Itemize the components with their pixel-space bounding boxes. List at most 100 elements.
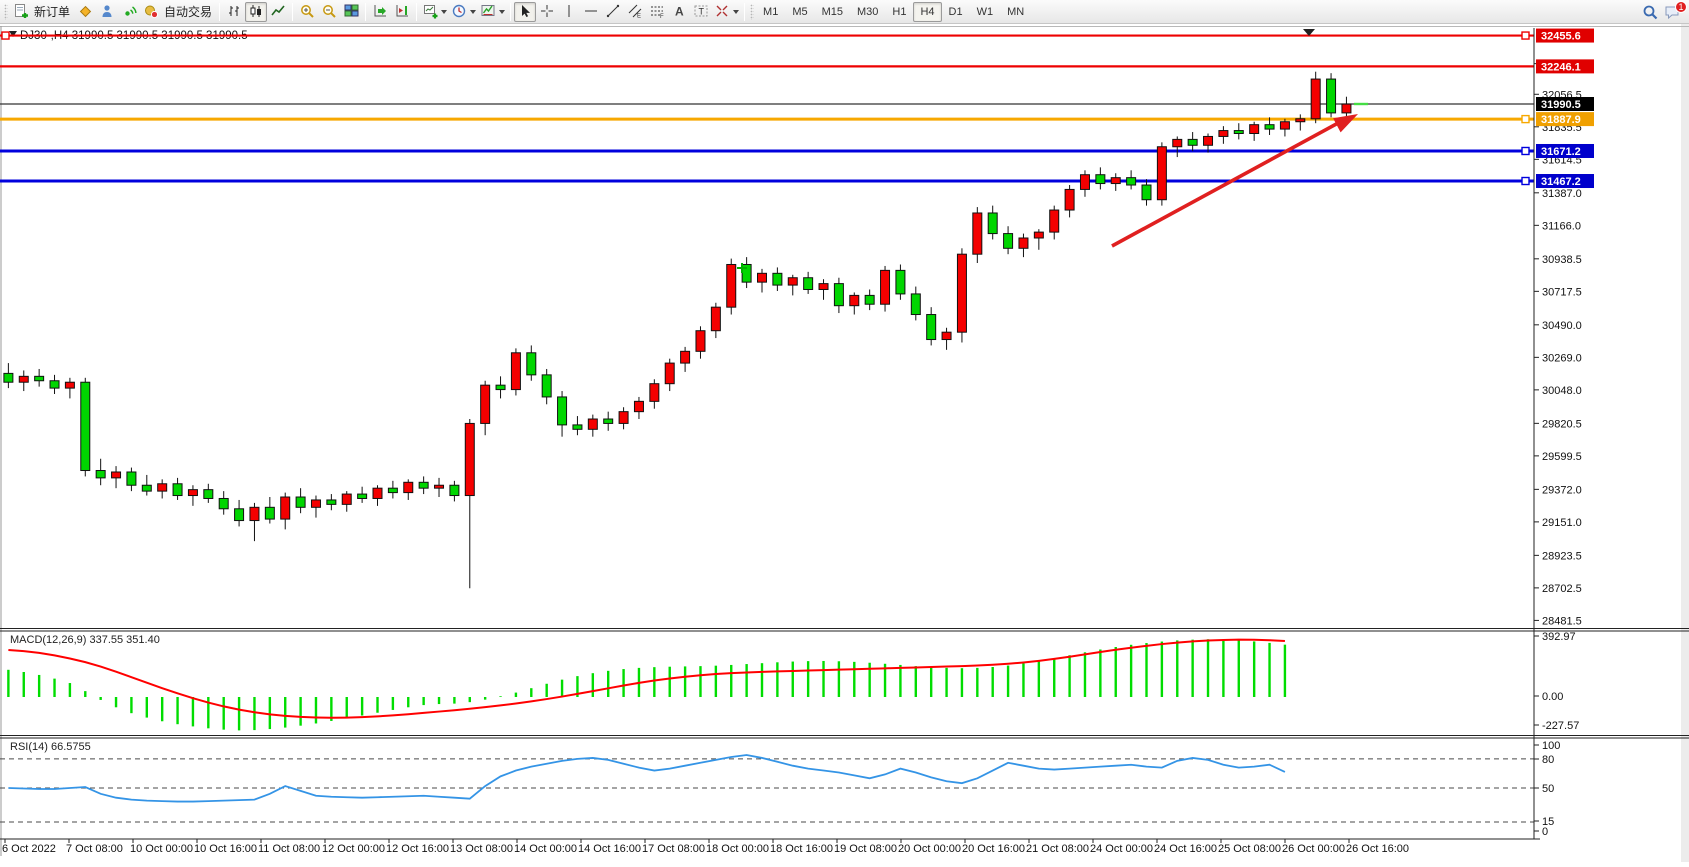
candle bbox=[649, 379, 660, 409]
crosshair-button[interactable] bbox=[536, 2, 558, 22]
arrows-button[interactable] bbox=[712, 2, 741, 22]
notification-badge: 1 bbox=[1675, 1, 1687, 13]
macd-signal-line bbox=[8, 638, 1285, 719]
candle bbox=[1279, 118, 1290, 137]
toolbar-separator bbox=[510, 2, 512, 21]
text-button[interactable]: A bbox=[668, 2, 690, 22]
zoom-in-button[interactable] bbox=[296, 2, 318, 22]
candle bbox=[1326, 73, 1337, 118]
line-handle[interactable] bbox=[1521, 176, 1530, 186]
time-tick: 12 Oct 16:00 bbox=[386, 843, 449, 855]
chart-shift-button[interactable] bbox=[391, 2, 413, 22]
timeframe-w1-button[interactable]: W1 bbox=[976, 5, 994, 18]
svg-text:31887.9: 31887.9 bbox=[1541, 114, 1581, 126]
candle bbox=[849, 292, 860, 315]
search-button[interactable] bbox=[1639, 2, 1661, 22]
candle bbox=[187, 485, 198, 506]
horizontal-line-icon bbox=[584, 10, 597, 12]
candlestick-chart-button[interactable] bbox=[245, 1, 268, 22]
template-button[interactable] bbox=[478, 2, 507, 22]
candle bbox=[203, 483, 214, 503]
fibonacci-button[interactable]: F bbox=[646, 2, 668, 22]
line-chart-button[interactable] bbox=[267, 2, 289, 22]
line-handle[interactable] bbox=[1521, 114, 1530, 124]
rsi-panel[interactable]: RSI(14) 66.5755 bbox=[0, 741, 1534, 823]
timeframe-h4-button[interactable]: H4 bbox=[913, 1, 942, 22]
quick-panel-toggle-icon[interactable] bbox=[1303, 29, 1315, 36]
line-handle[interactable] bbox=[1, 31, 10, 40]
meta-editor-button[interactable] bbox=[96, 2, 118, 22]
candle bbox=[803, 271, 814, 294]
timeframe-m15-button[interactable]: M15 bbox=[821, 5, 843, 18]
candle bbox=[157, 479, 168, 499]
timeframe-mn-button[interactable]: MN bbox=[1007, 5, 1025, 18]
timeframe-h1-button[interactable]: H1 bbox=[892, 5, 907, 18]
timeframe-m1-button[interactable]: M1 bbox=[763, 5, 779, 18]
trend-arrow[interactable] bbox=[1111, 120, 1341, 248]
signals-button[interactable] bbox=[118, 2, 140, 22]
timeframe-m5-button[interactable]: M5 bbox=[792, 5, 808, 18]
new-chart-button[interactable] bbox=[420, 2, 449, 22]
candle bbox=[326, 494, 337, 511]
macd-label: MACD(12,26,9) 337.55 351.40 bbox=[10, 634, 160, 646]
new-order-button[interactable] bbox=[10, 2, 32, 22]
chart-canvas[interactable]: DJ30-,H4 31990.5 31990.5 31990.5 31990.5… bbox=[0, 24, 1689, 862]
chart-window[interactable]: DJ30-,H4 31990.5 31990.5 31990.5 31990.5… bbox=[0, 24, 1689, 862]
auto-trading-button[interactable] bbox=[140, 2, 162, 22]
vertical-line-button[interactable] bbox=[558, 2, 580, 22]
price-badge bbox=[1536, 59, 1594, 74]
trendline-button[interactable] bbox=[602, 2, 624, 22]
svg-text:F: F bbox=[660, 14, 664, 20]
market-watch-button[interactable] bbox=[74, 2, 96, 22]
cursor-button[interactable] bbox=[514, 1, 537, 22]
candle bbox=[1003, 226, 1014, 255]
candle bbox=[172, 477, 183, 500]
plus-marker[interactable] bbox=[737, 263, 747, 273]
main-price-panel[interactable]: DJ30-,H4 31990.5 31990.5 31990.5 31990.5 bbox=[0, 30, 1534, 589]
rsi-axis-tick: 50 bbox=[1542, 783, 1554, 795]
candle bbox=[1033, 229, 1044, 250]
candle bbox=[480, 380, 491, 436]
candle bbox=[633, 396, 644, 420]
candle bbox=[956, 248, 967, 343]
candle bbox=[926, 307, 937, 346]
svg-text:E: E bbox=[637, 14, 641, 20]
tile-windows-button[interactable] bbox=[340, 2, 362, 22]
macd-panel[interactable]: MACD(12,26,9) 337.55 351.40 bbox=[7, 634, 1287, 731]
candle bbox=[341, 491, 352, 512]
candle bbox=[1018, 233, 1029, 258]
price-tick: 29372.0 bbox=[1542, 484, 1582, 496]
candle bbox=[218, 491, 229, 515]
price-tick: 30269.0 bbox=[1542, 352, 1582, 364]
time-tick: 21 Oct 08:00 bbox=[1026, 843, 1089, 855]
channel-button[interactable]: E bbox=[624, 2, 646, 22]
candle bbox=[695, 326, 706, 359]
zoom-in-icon bbox=[300, 5, 314, 18]
macd-axis-tick: 392.97 bbox=[1542, 631, 1576, 643]
horizontal-line-button[interactable] bbox=[580, 2, 602, 22]
candle bbox=[1249, 121, 1260, 141]
line-handle[interactable] bbox=[1521, 31, 1530, 40]
candle bbox=[818, 279, 829, 300]
text-label-button[interactable]: T bbox=[690, 2, 712, 22]
signals-icon bbox=[124, 6, 137, 16]
chat-button[interactable]: 1 bbox=[1661, 1, 1687, 22]
line-handle[interactable] bbox=[1521, 146, 1530, 156]
bar-chart-button[interactable] bbox=[223, 2, 245, 22]
price-tick: 29820.5 bbox=[1542, 418, 1582, 430]
time-tick: 24 Oct 00:00 bbox=[1090, 843, 1153, 855]
candle bbox=[280, 492, 291, 530]
zoom-out-button[interactable] bbox=[318, 2, 340, 22]
price-axis[interactable]: 32264.832056.531835.531614.531387.031166… bbox=[1534, 28, 1594, 838]
auto-scroll-button[interactable] bbox=[369, 2, 391, 22]
candle bbox=[1295, 114, 1306, 131]
rsi-axis-tick: 100 bbox=[1542, 740, 1560, 752]
candle bbox=[141, 474, 152, 496]
period-button[interactable] bbox=[449, 2, 478, 22]
time-tick: 26 Oct 16:00 bbox=[1346, 843, 1409, 855]
candle bbox=[1141, 179, 1152, 206]
candle bbox=[1049, 205, 1060, 240]
timeframe-m30-button[interactable]: M30 bbox=[857, 5, 879, 18]
time-axis[interactable]: 6 Oct 2022 7 Oct 08:00 10 Oct 00:00 10 Oct … bbox=[2, 839, 1409, 855]
timeframe-d1-button[interactable]: D1 bbox=[948, 5, 963, 18]
